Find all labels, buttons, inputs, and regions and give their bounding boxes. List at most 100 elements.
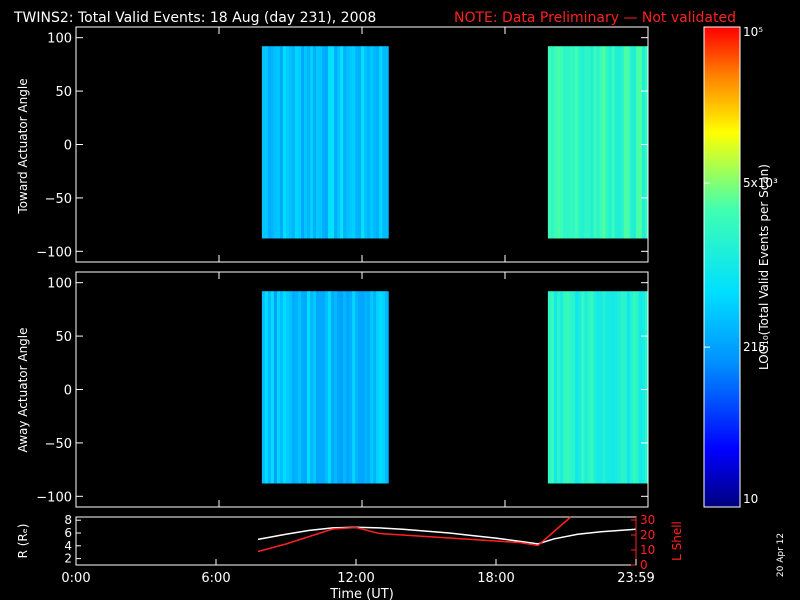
heatmap-cell	[608, 291, 613, 484]
heatmap-cell	[310, 291, 314, 484]
y-tick-label: −100	[36, 245, 72, 260]
heatmap-cell	[349, 291, 353, 484]
heatmap-cell	[307, 291, 311, 484]
heatmap-cell	[358, 46, 362, 239]
panel-toward-ylabel: Toward Actuator Angle	[16, 78, 30, 214]
heatmap-cell	[328, 291, 332, 484]
heatmap-cell	[337, 46, 341, 239]
heatmap-cell	[593, 46, 597, 239]
heatmap-cell	[282, 291, 287, 484]
heatmap-cell	[310, 46, 314, 239]
heatmap-cell	[355, 291, 359, 484]
left-tick-label: 6	[64, 526, 72, 540]
heatmap-cell	[632, 46, 637, 239]
heatmap-cell	[352, 46, 356, 239]
y-tick-label: 0	[64, 384, 72, 399]
heatmap-cell	[614, 291, 619, 484]
heatmap-cell	[553, 46, 558, 239]
right-tick-label: 30	[640, 513, 655, 527]
colorbar-tick-label: 215	[743, 340, 766, 354]
heatmap-cell	[264, 291, 269, 484]
heatmap-cell	[285, 46, 290, 239]
heatmap-cell	[644, 46, 649, 239]
heatmap-cell	[304, 291, 308, 484]
heatmap-cell	[355, 46, 359, 239]
heatmap-cell	[300, 291, 305, 484]
heatmap-cell	[282, 46, 287, 239]
heatmap-cell	[599, 46, 603, 239]
heatmap-cell	[385, 46, 389, 239]
right-tick-label: 0	[640, 558, 648, 572]
heatmap-cell	[569, 291, 573, 484]
x-tick-label: 0:00	[61, 571, 90, 586]
heatmap-cell	[288, 291, 293, 484]
heatmap-cell	[617, 46, 622, 239]
orbit-right-ylabel: L Shell	[670, 521, 684, 561]
panel-orbit-frame	[75, 516, 637, 566]
heatmap-cell	[553, 291, 558, 484]
left-tick-label: 2	[64, 552, 72, 566]
heatmap-cell	[638, 46, 643, 239]
heatmap-cell	[611, 291, 616, 484]
heatmap-cell	[641, 291, 646, 484]
heatmap-cell	[620, 291, 625, 484]
heatmap-cell	[270, 46, 275, 239]
heatmap-cell	[291, 46, 296, 239]
heatmap-cell	[270, 291, 275, 484]
heatmap-cell	[566, 46, 570, 239]
heatmap-cell	[629, 46, 634, 239]
heatmap-cell	[560, 46, 564, 239]
heatmap-cell	[376, 291, 380, 484]
panel-away: Away Actuator Angle −100 −50 0 50 100	[16, 271, 649, 508]
heatmap-cell	[297, 46, 302, 239]
right-tick-label: 10	[640, 543, 655, 557]
heatmap-cell	[385, 291, 389, 484]
heatmap-cell	[273, 291, 278, 484]
heatmap-cell	[276, 291, 281, 484]
heatmap-cell	[550, 46, 555, 239]
heatmap-cell	[605, 291, 610, 484]
heatmap-cell	[557, 46, 561, 239]
heatmap-cell	[267, 46, 272, 239]
date-stamp: 20 Apr 12	[776, 533, 786, 577]
heatmap-cell	[279, 291, 284, 484]
heatmap-cell	[294, 46, 299, 239]
heatmap-cell	[638, 291, 643, 484]
heatmap-cell	[614, 46, 619, 239]
heatmap-cell	[361, 291, 365, 484]
heatmap-cell	[560, 291, 564, 484]
heatmap-cell	[599, 291, 603, 484]
heatmap-cell	[623, 46, 628, 239]
heatmap-cell	[620, 46, 625, 239]
lshell-line	[257, 516, 572, 553]
heatmap-cell	[331, 46, 335, 239]
y-tick-label: −50	[45, 437, 72, 452]
heatmap-cell	[626, 291, 631, 484]
heatmap-cell	[587, 291, 591, 484]
heatmap-cell	[590, 291, 594, 484]
y-tick-label: −100	[36, 490, 72, 505]
x-tick-label: 6:00	[201, 571, 230, 586]
y-tick-label: 100	[47, 32, 72, 47]
heatmap-cell	[605, 46, 610, 239]
heatmap-cell	[325, 46, 329, 239]
heatmap-cell	[364, 291, 368, 484]
heatmap-cell	[322, 46, 326, 239]
y-tick-label: 50	[55, 330, 72, 345]
heatmap-cell	[313, 46, 317, 239]
heatmap-cell	[349, 46, 353, 239]
x-axis-label: Time (UT)	[329, 587, 394, 600]
heatmap-cell	[313, 291, 317, 484]
heatmap-cell	[611, 46, 616, 239]
heatmap-cell	[370, 46, 374, 239]
heatmap-cell	[367, 291, 371, 484]
heatmap-cell	[547, 291, 552, 484]
radius-line	[257, 526, 637, 545]
preliminary-note: NOTE: Data Preliminary — Not validated	[454, 10, 736, 26]
heatmap-cell	[328, 46, 332, 239]
heatmap-cell	[291, 291, 296, 484]
heatmap-cell	[373, 291, 377, 484]
heatmap-cell	[264, 46, 269, 239]
heatmap-cell	[596, 291, 600, 484]
y-tick-label: 100	[47, 277, 72, 292]
